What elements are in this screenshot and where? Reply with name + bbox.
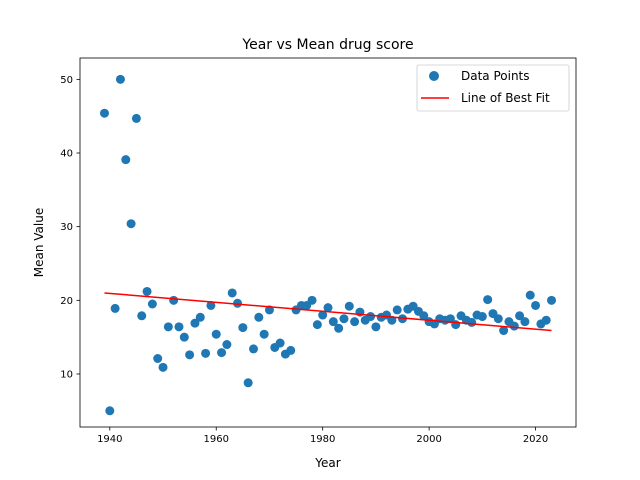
data-point (248, 344, 258, 354)
data-point (163, 322, 173, 332)
data-point (493, 314, 503, 324)
data-point (344, 301, 354, 311)
data-point (515, 311, 525, 321)
data-point (371, 322, 381, 332)
data-point (307, 295, 317, 305)
data-point (520, 317, 530, 327)
data-point (254, 312, 264, 322)
data-point (211, 329, 221, 339)
x-tick-label: 2020 (523, 434, 548, 445)
data-point (147, 299, 157, 309)
data-point (419, 311, 429, 321)
data-point (350, 317, 360, 327)
data-point (286, 345, 296, 355)
legend: Data Points Line of Best Fit (416, 64, 570, 112)
data-point (467, 317, 477, 327)
data-point (392, 305, 402, 315)
data-point (206, 300, 216, 310)
data-point (174, 322, 184, 332)
data-point (541, 315, 551, 325)
y-tick-label: 30 (60, 222, 73, 233)
data-point (217, 348, 227, 358)
data-point (339, 314, 349, 324)
y-axis: 10 20 30 40 50 (60, 75, 80, 380)
data-point (499, 326, 509, 336)
data-point (312, 320, 322, 330)
data-point (190, 318, 200, 328)
chart-title: Year vs Mean drug score (241, 37, 413, 53)
y-tick-label: 50 (60, 75, 73, 86)
data-point (115, 74, 125, 84)
x-tick-label: 1960 (204, 434, 229, 445)
data-point (509, 321, 519, 331)
data-point (525, 290, 535, 300)
x-axis-label: Year (314, 456, 340, 470)
legend-label-data-points: Data Points (461, 69, 530, 83)
data-point (238, 323, 248, 333)
data-point (126, 219, 136, 229)
data-point (110, 303, 120, 313)
data-point (137, 311, 147, 321)
data-point (179, 332, 189, 342)
data-point (195, 312, 205, 322)
data-point (259, 329, 269, 339)
data-point (531, 300, 541, 310)
data-point (243, 378, 253, 388)
data-point (222, 340, 232, 350)
data-point (185, 350, 195, 360)
data-points (99, 74, 557, 416)
data-point (227, 288, 237, 298)
legend-label-best-fit: Line of Best Fit (461, 91, 550, 105)
data-point (334, 323, 344, 333)
legend-marker-data-points (429, 71, 439, 81)
data-point (477, 312, 487, 322)
plot-area (79, 57, 577, 428)
x-tick-label: 1940 (97, 434, 122, 445)
legend-box (416, 64, 570, 112)
x-axis: 1940 1960 1980 2000 2020 (97, 427, 548, 445)
data-point (366, 312, 376, 322)
y-tick-label: 40 (60, 149, 73, 160)
data-point (105, 406, 115, 416)
data-point (547, 295, 557, 305)
data-point (169, 295, 179, 305)
data-point (483, 295, 493, 305)
data-point (158, 362, 168, 372)
y-axis-label: Mean Value (32, 208, 46, 277)
data-point (233, 298, 243, 308)
data-point (445, 314, 455, 324)
data-point (131, 113, 141, 123)
data-point (99, 108, 109, 118)
data-point (323, 303, 333, 313)
data-point (121, 155, 131, 165)
best-fit-line (104, 292, 552, 332)
x-tick-label: 2000 (416, 434, 441, 445)
y-tick-label: 10 (60, 369, 73, 380)
data-point (153, 354, 163, 364)
data-point (328, 317, 338, 327)
x-tick-label: 1980 (310, 434, 335, 445)
y-tick-label: 20 (60, 296, 73, 307)
data-point (275, 338, 285, 348)
data-point (201, 348, 211, 358)
data-point (318, 310, 328, 320)
data-point (142, 286, 152, 296)
